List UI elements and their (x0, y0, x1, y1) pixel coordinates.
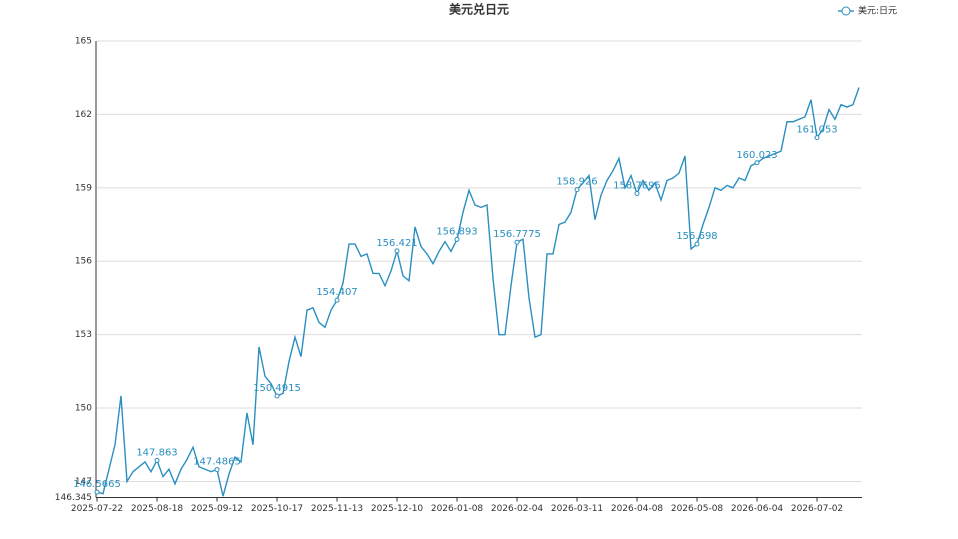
data-label: 156.698 (676, 231, 717, 242)
x-tick-label: 2025-10-17 (251, 504, 303, 514)
x-tick-label: 2026-04-08 (611, 504, 664, 514)
point (574, 187, 580, 193)
point (334, 297, 340, 303)
chart-title: 美元兑日元 (449, 2, 509, 17)
point (274, 393, 280, 399)
x-tick-label: 2025-12-10 (371, 504, 424, 514)
y-tick-label: 159 (75, 183, 92, 193)
y-tick-label: 156 (75, 257, 92, 267)
point (154, 457, 160, 463)
data-label: 147.863 (136, 447, 177, 458)
data-label: 156.893 (436, 226, 477, 237)
legend-icon (841, 6, 851, 16)
x-tick-label: 2025-11-13 (311, 504, 363, 514)
y-tick-label: 146.345 (55, 493, 92, 503)
x-tick-label: 2025-08-18 (131, 504, 184, 514)
data-label: 146.5665 (73, 479, 121, 490)
data-label: 158.926 (556, 177, 597, 188)
y-tick-label: 150 (75, 404, 92, 414)
line (96, 87, 860, 497)
point (814, 135, 820, 141)
point (214, 467, 220, 473)
data-label: 156.7775 (493, 229, 541, 240)
data-label: 147.4865 (193, 457, 241, 468)
point (754, 160, 760, 166)
data-label: 158.7695 (613, 180, 661, 191)
legend-label: 美元:日元 (858, 5, 897, 17)
point (454, 236, 460, 242)
point (694, 241, 700, 247)
y-tick-label: 147 (75, 477, 92, 487)
data-label: 150.4915 (253, 383, 301, 394)
y-tick-label: 153 (75, 330, 92, 340)
y-tick-label: 165 (75, 37, 92, 47)
x-tick-label: 2026-03-11 (551, 504, 603, 514)
point (514, 239, 520, 245)
x-tick-label: 2025-09-12 (191, 504, 243, 514)
data-label: 156.421 (376, 238, 417, 249)
data-label: 160.023 (736, 150, 777, 161)
data-label: 161.053 (796, 125, 837, 136)
y-tick-label: 162 (75, 110, 92, 120)
x-tick-label: 2026-06-04 (731, 504, 784, 514)
x-tick-label: 2025-07-22 (71, 504, 123, 514)
point (634, 190, 640, 196)
point (94, 489, 100, 495)
x-tick-label: 2026-02-04 (491, 504, 544, 514)
point (394, 248, 400, 254)
data-label: 154.407 (316, 287, 357, 298)
x-tick-label: 2026-01-08 (431, 504, 484, 514)
x-tick-label: 2026-07-02 (791, 504, 843, 514)
x-tick-label: 2026-05-08 (671, 504, 724, 514)
